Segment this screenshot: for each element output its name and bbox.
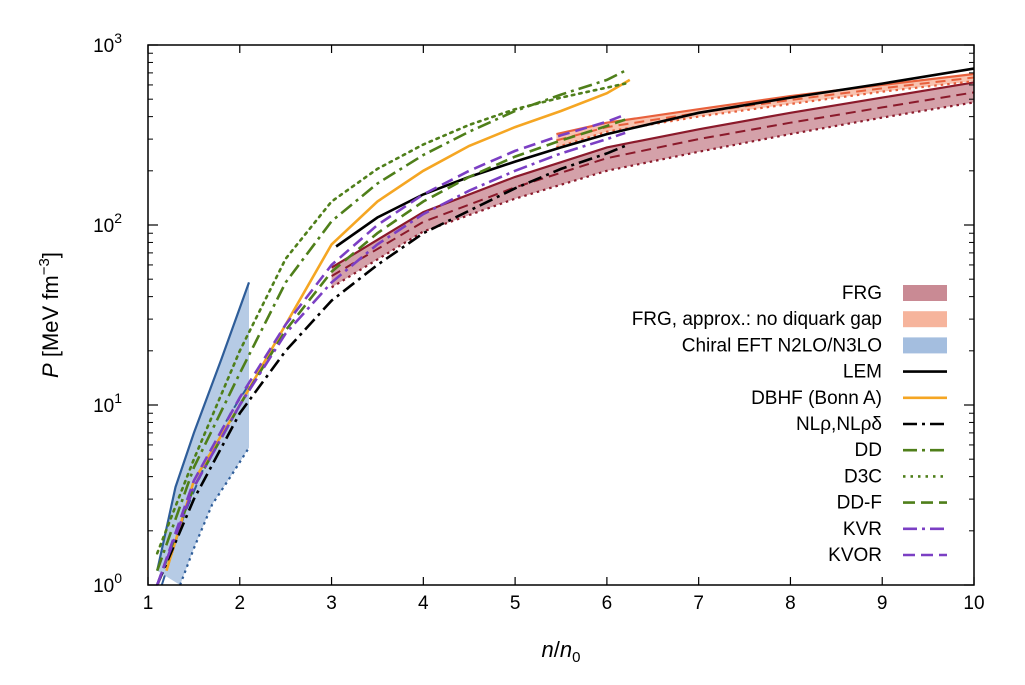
x-axis-title: n/n0 — [542, 637, 581, 666]
band-lower-line — [556, 80, 974, 149]
y-tick-label: 102 — [93, 210, 122, 237]
x-tick-label: 8 — [785, 593, 796, 614]
legend-swatch — [903, 337, 947, 354]
series-line-nl-nl- — [156, 144, 626, 585]
lines-layer — [155, 67, 974, 585]
legend-swatch — [903, 285, 947, 301]
x-tick-label: 10 — [963, 593, 984, 614]
legend-label: KVR — [843, 519, 882, 540]
x-tick-label: 5 — [510, 593, 521, 614]
legend-label: DD — [855, 440, 882, 461]
series-line-kvor — [155, 113, 626, 585]
band-lower-line — [179, 447, 250, 585]
band-upper-line — [331, 81, 974, 269]
legend-label: KVOR — [828, 545, 882, 566]
x-tick-label: 7 — [693, 593, 704, 614]
band-upper-line — [156, 282, 251, 571]
x-tick-label: 9 — [877, 593, 888, 614]
legend-label: Chiral EFT N2LO/N3LO — [682, 335, 882, 356]
y-tick-label: 100 — [93, 570, 122, 597]
series-line-dd — [155, 69, 626, 572]
legend-swatch — [903, 311, 947, 328]
legend-label: NLρ,NLρδ — [796, 414, 882, 435]
legend-label: FRG — [842, 283, 882, 304]
x-tick-label: 2 — [234, 593, 245, 614]
legend-label: D3C — [844, 466, 882, 487]
legend-label: LEM — [843, 362, 882, 383]
x-axis: 1 2 3 4 5 6 7 8 9 10 — [143, 45, 985, 614]
y-axis: 100 101 102 103 — [93, 30, 974, 597]
legend-label: DBHF (Bonn A) — [751, 388, 882, 409]
x-tick-label: 6 — [602, 593, 613, 614]
series-line-kvr — [155, 131, 626, 585]
series-line-lem — [335, 67, 974, 248]
legend-label: DD-F — [837, 493, 882, 514]
series-line-d3c — [155, 82, 627, 555]
x-tick-label: 1 — [143, 593, 154, 614]
x-tick-label: 3 — [326, 593, 337, 614]
legend-label: FRG, approx.: no diquark gap — [632, 309, 882, 330]
y-tick-label: 103 — [93, 30, 122, 57]
x-tick-label: 4 — [418, 593, 429, 614]
y-tick-label: 101 — [93, 390, 122, 417]
band-middle-line — [556, 76, 974, 142]
legend: FRG FRG, approx.: no diquark gap Chiral EF… — [632, 283, 947, 566]
band-middle-line — [331, 91, 974, 277]
plot-frame — [147, 44, 975, 586]
band-chiral-eft-n2lo-n3lo — [157, 282, 249, 585]
band-frg — [331, 82, 974, 288]
y-axis-title: P [MeV fm−3] — [36, 252, 63, 378]
band-lower-line — [331, 101, 974, 289]
